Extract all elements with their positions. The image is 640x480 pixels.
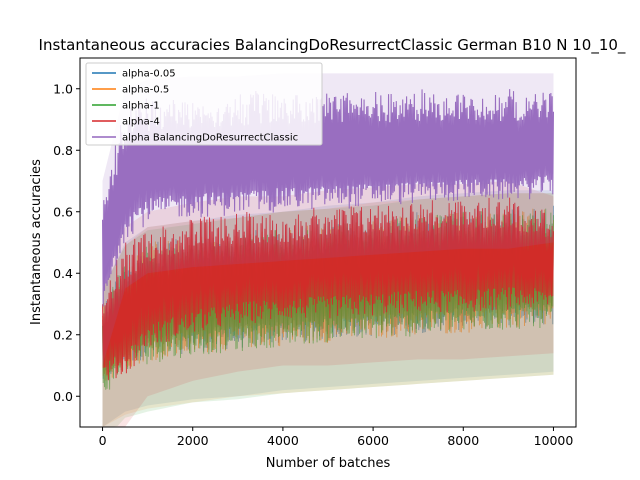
x-tick-label: 8000 (447, 433, 479, 448)
legend-label: alpha-1 (122, 101, 160, 112)
legend-box (85, 62, 323, 146)
legend-label: alpha-0.05 (122, 69, 176, 80)
chart-title: Instantaneous accuracies BalancingDoResu… (39, 36, 626, 55)
series-line (102, 89, 554, 307)
legend-item: alpha-0.5 (92, 85, 169, 96)
series-line (102, 197, 554, 381)
series-band (102, 181, 554, 427)
legend: alpha-0.05 alpha-0.5 alpha-1 alpha-4 alpha B… (85, 62, 323, 146)
y-tick-label: 0.6 (53, 204, 73, 219)
legend-item: alpha-1 (92, 101, 160, 112)
x-axis-label: Number of batches (266, 456, 391, 471)
x-tick-label: 4000 (267, 433, 299, 448)
x-tick-label: 0 (99, 433, 107, 448)
legend-label: alpha-0.5 (122, 85, 169, 96)
legend-label: alpha BalancingDoResurrectClassic (122, 133, 298, 144)
series-alpha-balancingdoresurrectclassic (102, 73, 554, 366)
plot-frame (79, 57, 577, 428)
y-axis: 0.0 0.2 0.4 0.6 0.8 1.0 (53, 81, 80, 404)
legend-label: alpha-4 (122, 117, 160, 128)
legend-item: alpha-0.05 (92, 69, 176, 80)
x-axis: 0 2000 4000 6000 8000 10000 (99, 427, 574, 448)
x-tick-label: 10000 (534, 433, 574, 448)
y-axis-label: Instantaneous accuracies (29, 159, 44, 325)
x-tick-label: 2000 (177, 433, 209, 448)
plot-area (102, 73, 554, 427)
y-tick-label: 1.0 (53, 81, 73, 96)
y-tick-label: 0.0 (53, 389, 73, 404)
y-tick-label: 0.8 (53, 143, 73, 158)
y-tick-label: 0.2 (53, 327, 73, 342)
series-alpha-4 (102, 181, 554, 427)
legend-item: alpha BalancingDoResurrectClassic (92, 133, 298, 144)
legend-item: alpha-4 (92, 117, 160, 128)
x-tick-label: 6000 (357, 433, 389, 448)
y-tick-label: 0.4 (53, 266, 73, 281)
